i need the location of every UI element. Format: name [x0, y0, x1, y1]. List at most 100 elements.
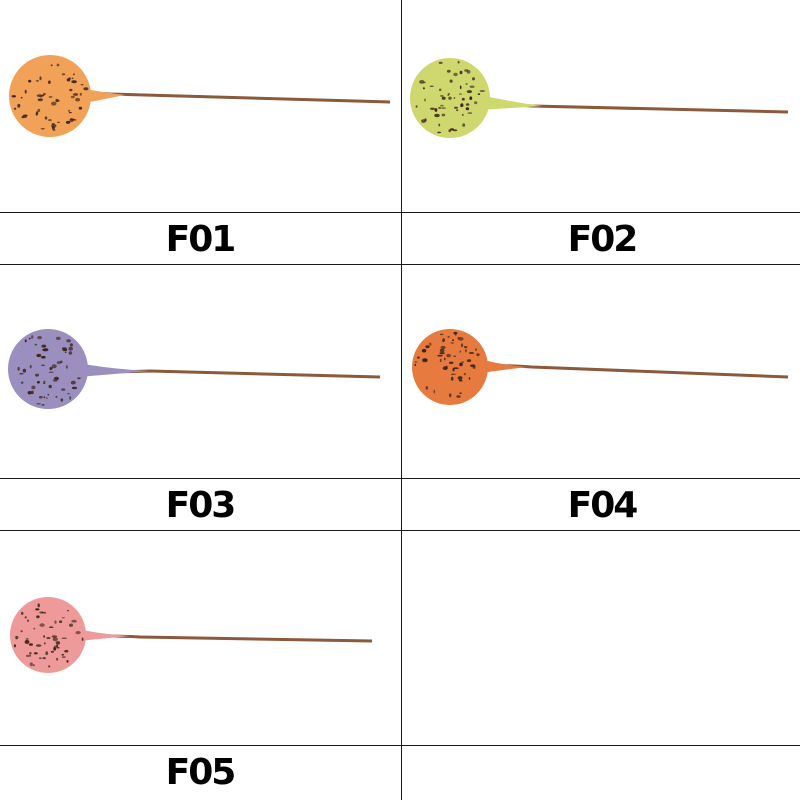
speckle — [441, 96, 446, 100]
speckle — [41, 355, 46, 359]
speckle — [43, 611, 47, 614]
speckle — [40, 128, 45, 130]
empty-cell — [402, 531, 800, 743]
speckle — [447, 94, 449, 97]
speckle — [25, 638, 29, 640]
speckle — [439, 348, 445, 353]
speckle — [75, 97, 81, 102]
speckle — [451, 339, 455, 342]
speckle — [43, 396, 46, 399]
speckle — [456, 109, 459, 112]
speckle — [78, 106, 83, 110]
speckle — [20, 381, 24, 384]
speckle — [466, 90, 472, 94]
speckle — [48, 384, 52, 389]
product-code-label: F01 — [165, 218, 237, 260]
speckle — [433, 389, 436, 394]
speckle — [462, 123, 466, 127]
speckle — [476, 353, 480, 357]
speckle — [440, 345, 446, 350]
speckle — [48, 80, 51, 84]
speckle — [52, 637, 58, 642]
speckle — [459, 392, 462, 394]
speckle — [458, 93, 462, 95]
speckle — [454, 106, 458, 109]
speckle — [459, 362, 463, 367]
speckle — [460, 103, 462, 108]
speckle — [31, 385, 36, 390]
speckle — [59, 620, 63, 623]
speckle — [48, 371, 54, 373]
speckle — [50, 64, 53, 67]
speckle — [429, 342, 432, 346]
speckle — [437, 131, 442, 134]
speckle — [447, 93, 451, 95]
speckle — [444, 357, 446, 361]
product-image-f01 — [0, 0, 400, 212]
speckle — [449, 79, 453, 83]
speckle — [414, 363, 417, 367]
speckle — [33, 652, 38, 655]
speckle — [414, 361, 418, 363]
speckle — [469, 352, 474, 354]
speckle — [56, 657, 59, 661]
speckle — [17, 103, 21, 108]
speckle — [64, 351, 67, 353]
speckle — [464, 69, 469, 72]
speckle — [457, 376, 463, 380]
speckle — [36, 353, 42, 358]
speckled-berry-pick — [412, 329, 789, 405]
speckle — [448, 361, 454, 364]
speckle — [466, 359, 472, 362]
speckle — [439, 352, 445, 355]
speckle — [41, 344, 47, 348]
speckle — [479, 90, 485, 92]
speckle — [43, 92, 46, 96]
speckle — [441, 107, 446, 109]
speckle — [454, 332, 457, 336]
speckle — [37, 603, 40, 608]
grid-divider — [0, 264, 800, 265]
speckle — [31, 335, 34, 339]
speckle — [453, 367, 459, 370]
speckle — [13, 107, 17, 111]
speckle — [79, 92, 82, 96]
speckle — [51, 635, 58, 638]
speckle — [71, 80, 77, 84]
speckle — [449, 393, 452, 398]
speckle — [28, 643, 33, 646]
speckle — [46, 637, 51, 639]
speckle — [33, 627, 36, 630]
speckle — [81, 637, 84, 641]
speckle — [422, 87, 425, 90]
speckle — [475, 348, 477, 351]
speckle — [21, 611, 24, 615]
speckle — [42, 348, 48, 352]
speckle — [45, 397, 48, 399]
speckle — [421, 348, 427, 353]
grid-divider — [0, 530, 800, 531]
speckle — [34, 343, 38, 346]
speckle — [429, 85, 434, 88]
speckle — [465, 107, 470, 111]
speckle — [60, 398, 64, 402]
speckled-berry-pick — [9, 55, 391, 137]
speckle — [28, 79, 32, 83]
speckle — [13, 644, 16, 648]
speckle — [55, 641, 61, 645]
speckle — [24, 339, 27, 343]
speckle — [460, 343, 464, 348]
grid-divider — [0, 745, 800, 746]
speckle — [41, 94, 45, 97]
speckle — [24, 616, 27, 619]
speckle — [57, 121, 60, 123]
speckle — [461, 97, 465, 101]
speckle — [424, 98, 426, 102]
speckle — [24, 89, 27, 94]
speckle — [27, 619, 29, 622]
speckle — [458, 379, 463, 382]
product-image-f05 — [0, 531, 400, 743]
speckle — [57, 99, 60, 102]
speckle — [430, 107, 435, 111]
speckle — [461, 361, 465, 363]
